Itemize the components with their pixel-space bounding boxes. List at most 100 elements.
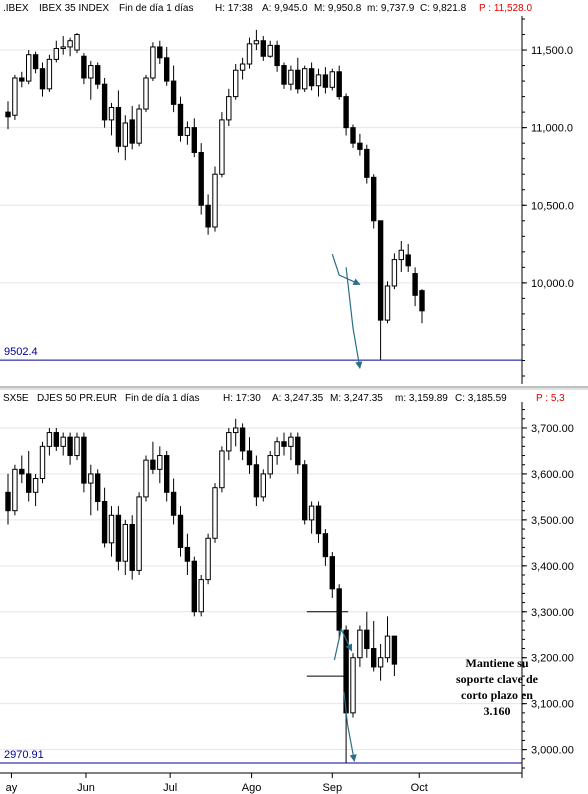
candle-body-down bbox=[81, 55, 87, 79]
candle bbox=[170, 478, 177, 525]
candle bbox=[343, 93, 349, 136]
y-tick-label: 3,100.00 bbox=[531, 699, 574, 711]
ibex-header-interval: Fin de día 1 días bbox=[119, 3, 194, 14]
candle-body-down bbox=[350, 127, 356, 144]
candle bbox=[198, 143, 204, 215]
candle bbox=[357, 625, 363, 667]
ibex-header-m: M: 9,950.8 bbox=[314, 3, 362, 14]
candle bbox=[5, 101, 11, 130]
candle bbox=[308, 501, 315, 534]
candle bbox=[329, 552, 336, 598]
candle-body-up bbox=[357, 629, 363, 659]
candle bbox=[205, 533, 211, 585]
sx5e-header-name: DJES 50 PR.EUR bbox=[37, 393, 117, 404]
candle-body-down bbox=[101, 500, 108, 544]
candle-body-up bbox=[233, 427, 239, 434]
candle-body-down bbox=[322, 533, 329, 558]
candle-body-down bbox=[115, 106, 122, 147]
candle-body-up bbox=[212, 487, 218, 539]
ibex-header-name: IBEX 35 INDEX bbox=[39, 3, 109, 14]
candle-body-down bbox=[177, 514, 184, 548]
candle-body-down bbox=[5, 491, 11, 512]
candle-body-up bbox=[184, 127, 191, 136]
sx5e-header-time: H: 17:30 bbox=[223, 393, 261, 404]
candle bbox=[177, 506, 184, 557]
candle bbox=[108, 506, 115, 557]
candle bbox=[246, 437, 253, 474]
candle-body-down bbox=[191, 560, 198, 613]
candle bbox=[295, 432, 301, 474]
candle bbox=[115, 506, 122, 571]
candle-body-down bbox=[129, 119, 135, 144]
x-tick-label: Ago bbox=[242, 782, 262, 794]
candle-body-up bbox=[67, 40, 73, 48]
candle-body-up bbox=[46, 432, 53, 447]
candle-body-up bbox=[143, 77, 149, 110]
candle-body-up bbox=[26, 54, 32, 82]
candle bbox=[67, 37, 73, 57]
candle-body-down bbox=[129, 523, 135, 571]
candle-body-down bbox=[302, 464, 308, 521]
candle-body-up bbox=[74, 34, 80, 51]
forecast-arrow bbox=[333, 627, 353, 661]
candle-body-up bbox=[267, 455, 273, 475]
sx5e-header-min: m: 3,159.89 bbox=[395, 393, 448, 404]
candle bbox=[46, 54, 53, 92]
candle bbox=[46, 427, 53, 456]
candle bbox=[12, 74, 18, 120]
x-tick-label: Jun bbox=[77, 782, 95, 794]
candle-body-down bbox=[198, 151, 204, 206]
candle bbox=[53, 40, 59, 63]
candle-body-up bbox=[150, 46, 156, 79]
candle bbox=[384, 616, 391, 663]
candle-body-up bbox=[136, 108, 142, 144]
candle-body-up bbox=[288, 436, 294, 447]
annotation-line-4: 3.160 bbox=[484, 704, 511, 718]
candle bbox=[212, 166, 218, 232]
candle bbox=[115, 90, 122, 153]
candle-body-down bbox=[371, 176, 377, 222]
sx5e-header-close: C: 3,185.59 bbox=[455, 393, 507, 404]
candle bbox=[253, 455, 260, 507]
y-tick-label: 3,200.00 bbox=[531, 653, 574, 665]
sx5e-header-interval: Fin de día 1 días bbox=[125, 393, 200, 404]
candle bbox=[233, 64, 239, 100]
candle bbox=[150, 441, 156, 474]
candle bbox=[274, 437, 280, 465]
candle bbox=[239, 57, 246, 80]
candle-body-down bbox=[295, 69, 301, 90]
candle-body-down bbox=[364, 148, 370, 178]
candle-body-up bbox=[198, 579, 204, 613]
candle-body-up bbox=[12, 468, 18, 512]
candle bbox=[371, 174, 377, 229]
candle bbox=[371, 620, 377, 672]
candle-body-down bbox=[357, 142, 363, 150]
sx5e-panel: SX5E DJES 50 PR.EUR Fin de día 1 días H:… bbox=[0, 393, 574, 778]
candle-body-down bbox=[253, 464, 260, 498]
candle-body-down bbox=[281, 441, 287, 447]
candle-body-down bbox=[101, 83, 108, 121]
candle bbox=[260, 469, 267, 502]
candle-body-up bbox=[88, 473, 94, 484]
candle bbox=[19, 455, 25, 484]
candle bbox=[143, 74, 149, 113]
candle-body-up bbox=[350, 657, 356, 714]
candle-body-down bbox=[391, 635, 398, 665]
candle bbox=[405, 244, 411, 273]
candle-body-up bbox=[157, 455, 163, 470]
candle-body-down bbox=[260, 40, 267, 57]
candle bbox=[184, 533, 191, 576]
candle bbox=[74, 32, 80, 54]
candle-body-down bbox=[81, 436, 87, 484]
ibex-support-label: 9502.4 bbox=[4, 346, 38, 358]
candle-body-down bbox=[164, 57, 170, 82]
candle-body-down bbox=[419, 290, 425, 312]
candle-body-down bbox=[19, 77, 25, 82]
ibex-header-bar bbox=[0, 0, 588, 16]
candle bbox=[233, 418, 239, 447]
candle bbox=[5, 473, 11, 525]
ibex-panel: .IBEX IBEX 35 INDEX Fin de día 1 días H:… bbox=[0, 0, 588, 384]
candle bbox=[88, 464, 94, 516]
candle-body-down bbox=[170, 80, 177, 105]
candle bbox=[19, 71, 25, 88]
